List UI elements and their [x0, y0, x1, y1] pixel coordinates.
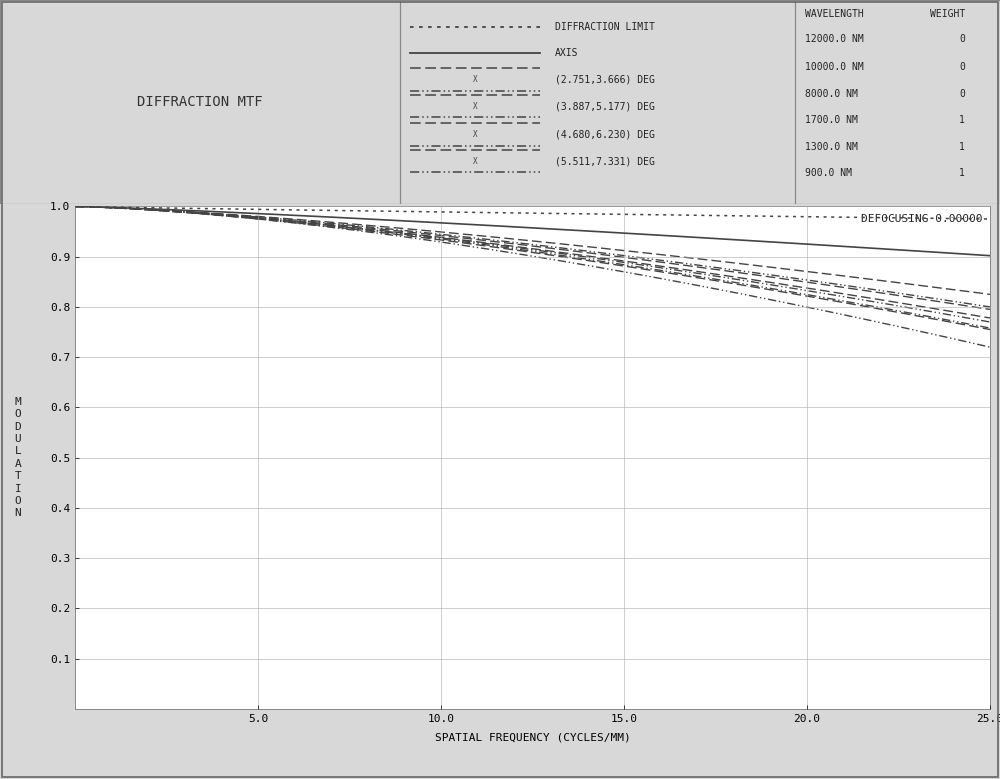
Text: 8000.0 NM: 8000.0 NM [805, 89, 858, 99]
Text: 1700.0 NM: 1700.0 NM [805, 115, 858, 125]
Bar [400, 0, 795, 204]
Text: (5.511,7.331) DEG: (5.511,7.331) DEG [555, 157, 655, 166]
Text: X: X [473, 101, 477, 111]
Text: 0: 0 [959, 89, 965, 99]
Text: 1300.0 NM: 1300.0 NM [805, 142, 858, 152]
Text: 1: 1 [959, 115, 965, 125]
Text: 900.0 NM: 900.0 NM [805, 168, 852, 178]
Text: 1: 1 [959, 168, 965, 178]
Text: DIFFRACTION MTF: DIFFRACTION MTF [137, 95, 263, 109]
Text: 10000.0 NM: 10000.0 NM [805, 62, 864, 72]
Text: 0: 0 [959, 62, 965, 72]
Text: X: X [473, 157, 477, 166]
Text: (4.680,6.230) DEG: (4.680,6.230) DEG [555, 130, 655, 139]
X-axis label: SPATIAL FREQUENCY (CYCLES/MM): SPATIAL FREQUENCY (CYCLES/MM) [435, 732, 630, 742]
Bar [0, 0, 400, 204]
Text: M
O
D
U
L
A
T
I
O
N: M O D U L A T I O N [15, 397, 21, 519]
Text: X: X [473, 75, 477, 84]
Text: X: X [473, 130, 477, 139]
Text: WAVELENGTH: WAVELENGTH [805, 9, 864, 19]
Text: AXIS: AXIS [555, 48, 578, 58]
Bar [795, 0, 1000, 204]
Text: (3.887,5.177) DEG: (3.887,5.177) DEG [555, 101, 655, 111]
Text: 0: 0 [959, 33, 965, 44]
Text: DEFOCUSING 0.00000: DEFOCUSING 0.00000 [861, 214, 983, 224]
Text: 12000.0 NM: 12000.0 NM [805, 33, 864, 44]
Text: 1: 1 [959, 142, 965, 152]
Text: WEIGHT: WEIGHT [930, 9, 965, 19]
Text: (2.751,3.666) DEG: (2.751,3.666) DEG [555, 75, 655, 85]
Text: DIFFRACTION LIMIT: DIFFRACTION LIMIT [555, 22, 655, 31]
